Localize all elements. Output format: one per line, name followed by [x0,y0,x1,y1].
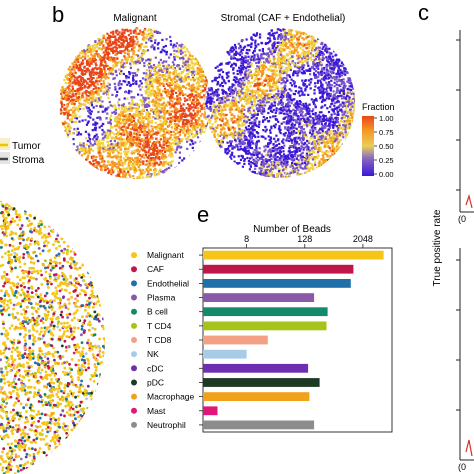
panel-c-xtick-1: (0 [458,214,466,224]
panel-c-plot-bottom [456,248,474,461]
bar-t-cd8 [203,335,268,345]
bar-endothelial [203,279,351,288]
colorbar-tick-label: 1.00 [379,114,394,123]
bar-category-label: Endothelial [147,278,189,288]
bar-malignant [203,250,384,260]
bar-pdc [203,378,320,387]
bar-category-label: T CD4 [147,321,172,331]
legend-dot-endothelial [131,280,137,287]
bar-category-label: Malignant [147,250,184,260]
bar-neutrophil [203,420,315,430]
colorbar-title: Fraction [362,102,395,112]
legend-dot-t-cd4 [131,322,137,329]
panel-b-left-title: Malignant [113,13,157,24]
colorbar-tick-label: 0.00 [379,170,394,179]
bar-nk [203,349,247,359]
bar-cdc [203,363,309,373]
legend-dot-t-cd8 [131,337,137,343]
legend-dot-malignant [131,252,137,259]
panel-e-letter: e [197,202,209,227]
colorbar-ticks: 1.00 0.75 0.50 0.25 0.00 [374,114,394,179]
colorbar-tick-label: 0.50 [379,142,394,151]
bar-category-label: Neutrophil [147,420,186,430]
colorbar [362,116,374,176]
legend-dot-macrophage [131,393,137,400]
malignant-fraction-disc [59,27,211,179]
panel-b-right-title: Stromal (CAF + Endothelial) [221,13,346,24]
bar-caf [203,264,354,274]
bar-category-label: B cell [147,307,168,317]
bar-macrophage [203,392,310,401]
legend-stroma-label: Stroma [12,155,45,166]
panel-c-plot-top [456,30,474,213]
bar-t-cd4 [203,321,327,331]
legend-dot-plasma [131,294,137,301]
legend-dot-cdc [131,365,137,372]
legend-dot-caf [131,266,137,273]
bar-chart-title: Number of Beads [253,224,331,235]
bar-category-label: T CD8 [147,335,172,345]
bar-category-label: cDC [147,363,164,373]
legend-tumor-label: Tumor [12,141,41,152]
legend-dot-pdc [131,379,137,386]
legend-dot-nk [131,351,137,358]
bar-category-label: pDC [147,377,164,387]
bar-mast [203,406,218,416]
legend-dot-neutrophil [131,421,137,428]
colorbar-tick-label: 0.75 [379,128,394,137]
bar-category-label: NK [147,349,159,359]
legend-dot-b-cell [131,308,137,315]
panel-c-ylabel: True positive rate [432,209,443,286]
cell-type-spatial-disc [0,196,105,474]
bar-category-label: CAF [147,264,164,274]
bar-category-label: Plasma [147,293,176,303]
bar-category-label: Mast [147,406,166,416]
bar-b-cell [203,307,328,317]
stromal-fraction-disc [205,28,355,178]
bar-category-label: Macrophage [147,392,195,402]
bar-chart-xtick-label: 128 [297,234,312,244]
panel-b-letter: b [52,2,64,27]
bar-chart: 8 128 2048 Malignant CAF Endothelial Plasma B c… [131,234,393,433]
bar-chart-xtick-label: 2048 [353,234,373,244]
colorbar-tick-label: 0.25 [379,156,394,165]
panel-c-letter: c [418,0,429,25]
panel-c-xtick-2: (0 [458,462,466,472]
legend-dot-mast [131,407,137,414]
bar-plasma [203,293,315,302]
bar-chart-xtick-label: 8 [244,234,249,244]
